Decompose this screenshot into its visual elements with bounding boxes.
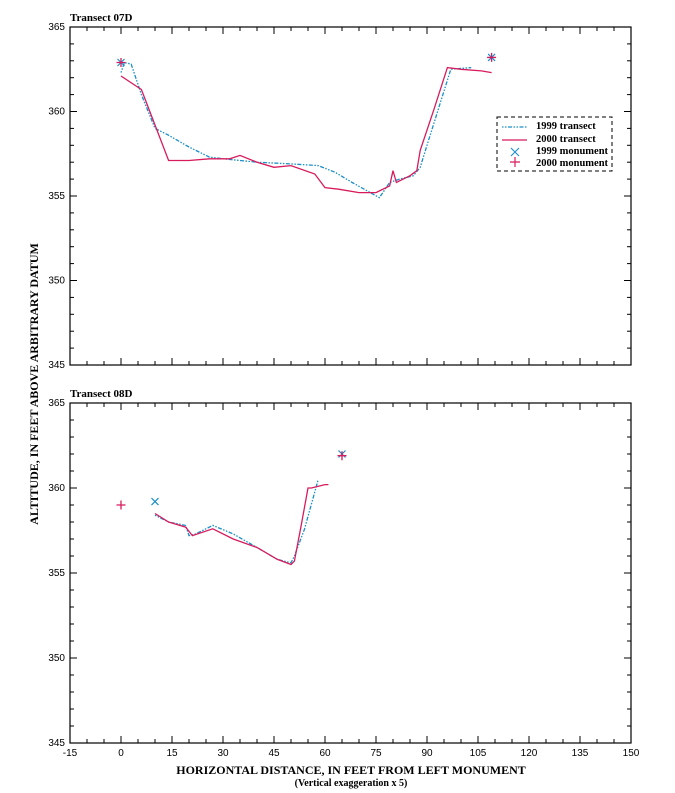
x-tick-label: 90 (421, 748, 433, 759)
y-tick-label: 365 (48, 22, 65, 33)
y-tick-label: 350 (48, 653, 65, 664)
y-tick-label: 360 (48, 107, 65, 118)
legend-1999-monument-x-icon (510, 147, 520, 157)
legend-label: 1999 monument (536, 146, 609, 157)
x-tick-label: 135 (572, 748, 589, 759)
x-tick-label: 150 (623, 748, 640, 759)
x-axis-title: HORIZONTAL DISTANCE, IN FEET FROM LEFT M… (176, 763, 526, 777)
y-tick-label: 345 (48, 360, 65, 371)
series-2000-transect (120, 66, 492, 194)
chart-title: Transect 07D (70, 12, 132, 24)
monument-2000-marker (116, 57, 126, 67)
transect-07d-panel: Transect 07D 365 360 355 350 345 (48, 12, 632, 371)
chart-title: Transect 08D (70, 388, 132, 400)
y-axis-title: ALTITUDE, IN FEET ABOVE ARBITRARY DATUM (27, 243, 41, 525)
plot-frame (69, 402, 632, 744)
plot-frame (69, 26, 632, 366)
y-tick-label: 350 (48, 276, 65, 287)
legend-label: 1999 transect (536, 121, 596, 132)
y-tick-label: 360 (48, 483, 65, 494)
legend-label: 2000 transect (536, 134, 596, 145)
y-tick-label: 355 (48, 191, 65, 202)
series-1999-transect (154, 479, 319, 564)
transect-08d-panel: Transect 08D 365 360 355 350 345 (48, 388, 632, 749)
y-tick-label: 355 (48, 568, 65, 579)
monument-2000-marker (487, 52, 497, 62)
y-tick-label: 345 (48, 738, 65, 749)
series-1999-transect (120, 61, 472, 199)
monument-2000-marker (116, 500, 126, 510)
x-tick-label: 30 (217, 748, 229, 759)
monument-2000-marker (337, 451, 347, 461)
legend-label: 2000 monument (536, 158, 609, 169)
x-tick-label: -15 (63, 748, 78, 759)
series-2000-transect (154, 483, 329, 566)
x-tick-label: 45 (268, 748, 280, 759)
x-tick-label: 0 (118, 748, 124, 759)
x-tick-label: 105 (470, 748, 487, 759)
x-tick-label: 75 (370, 748, 382, 759)
x-axis-subtitle: (Vertical exaggeration x 5) (295, 778, 408, 789)
y-tick-label: 365 (48, 398, 65, 409)
monument-1999-marker (151, 497, 159, 506)
x-tick-label: 60 (319, 748, 331, 759)
legend-2000-monument-plus-icon (510, 157, 520, 167)
x-tick-label: 15 (166, 748, 178, 759)
x-tick-label: 120 (521, 748, 538, 759)
